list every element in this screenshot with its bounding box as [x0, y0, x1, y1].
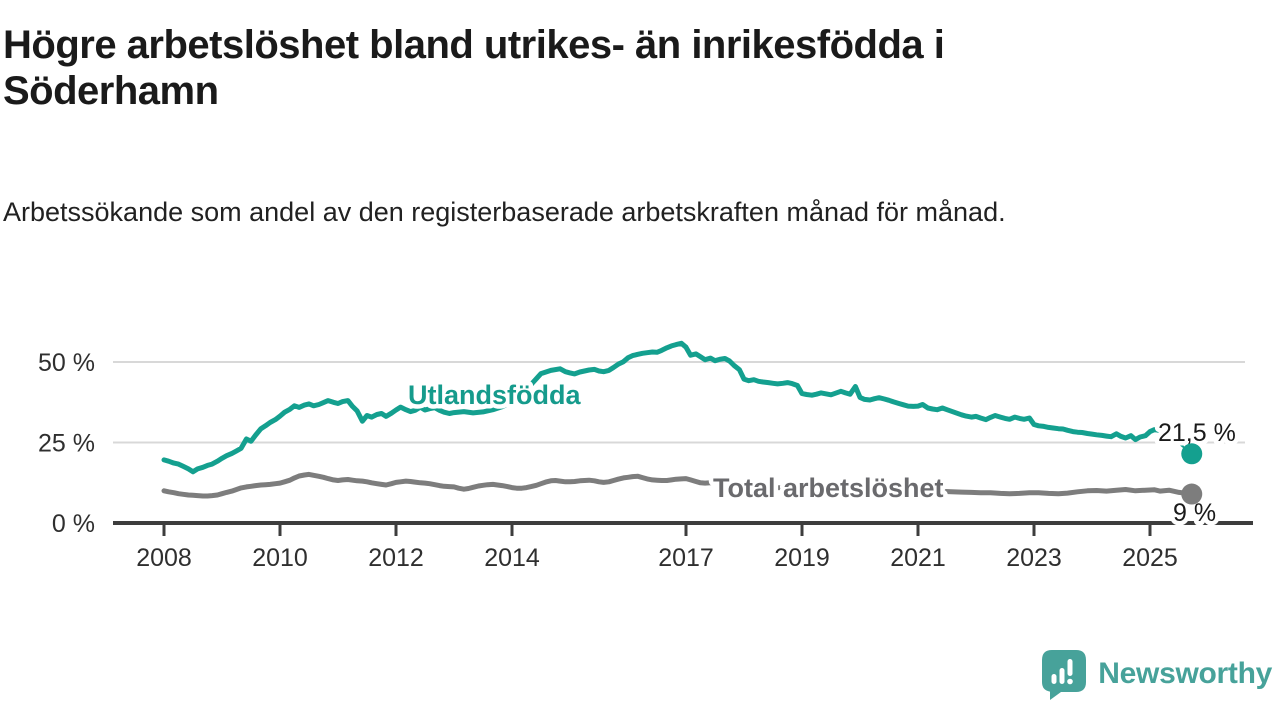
x-tick-label: 2019 [774, 544, 830, 572]
series-line-utlandsfodda [161, 340, 1167, 475]
end-dot-total [1181, 483, 1203, 505]
page-title: Högre arbetslöshet bland utrikes- än inr… [3, 23, 945, 113]
page-subtitle: Arbetssökande som andel av den registerb… [3, 197, 1006, 227]
x-tick-label: 2021 [890, 544, 946, 572]
x-tick-label: 2023 [1006, 544, 1062, 572]
newsworthy-speech-bubble-chart-icon [1042, 650, 1087, 700]
series-label-total: Total arbetslöshet [713, 473, 944, 503]
brand-name: Newsworthy [1098, 657, 1272, 690]
end-dot-utlandsfodda [1181, 443, 1203, 465]
y-tick-label: 0 % [52, 510, 95, 538]
x-tick-label: 2010 [252, 544, 308, 572]
y-tick-label: 25 % [38, 430, 95, 458]
end-value-label-utlandsfodda: 21,5 % [1158, 419, 1236, 447]
x-tick-label: 2008 [136, 544, 192, 572]
y-tick-label: 50 % [38, 349, 95, 377]
series-label-utlandsfodda: Utlandsfödda [408, 380, 581, 410]
series-line-total [161, 471, 1195, 499]
newsworthy-logo: Newsworthy [1040, 648, 1272, 700]
x-tick-label: 2025 [1122, 544, 1178, 572]
x-tick-label: 2014 [484, 544, 540, 572]
x-tick-label: 2017 [658, 544, 714, 572]
unemployment-line-chart: 0 % 25 % 50 % 2008 2010 2012 2014 2017 2019 2021 2… [38, 340, 1253, 572]
x-tick-label: 2012 [368, 544, 424, 572]
